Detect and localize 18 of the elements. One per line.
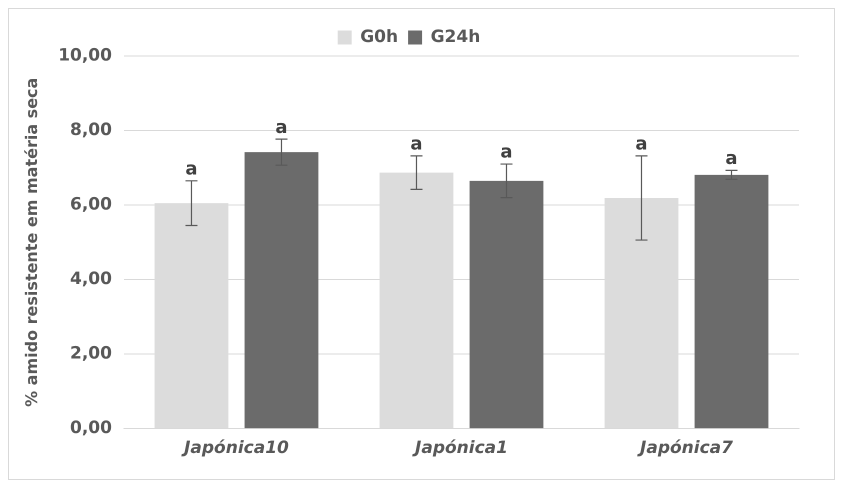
- data-label: a: [500, 142, 513, 163]
- y-tick-label: 8,00: [70, 120, 112, 140]
- legend-label: G0h: [360, 26, 398, 47]
- data-label: a: [275, 116, 288, 138]
- data-label: a: [635, 134, 648, 155]
- x-tick-label: Japónica10: [181, 438, 290, 458]
- y-tick-label: 2,00: [70, 344, 112, 364]
- data-label: a: [185, 158, 198, 180]
- x-tick-label: Japónica7: [637, 438, 734, 458]
- legend-label: G24h: [430, 26, 480, 47]
- data-label: a: [725, 148, 738, 170]
- y-tick-label: 6,00: [70, 194, 112, 214]
- y-tick-label: 4,00: [70, 268, 112, 289]
- x-tick-label: Japónica1: [412, 438, 508, 458]
- y-axis-title: % amido resistente em matéria seca: [22, 78, 41, 407]
- y-tick-label: 0,00: [70, 418, 112, 438]
- y-tick-label: 10,00: [58, 45, 112, 66]
- data-label: a: [410, 134, 423, 155]
